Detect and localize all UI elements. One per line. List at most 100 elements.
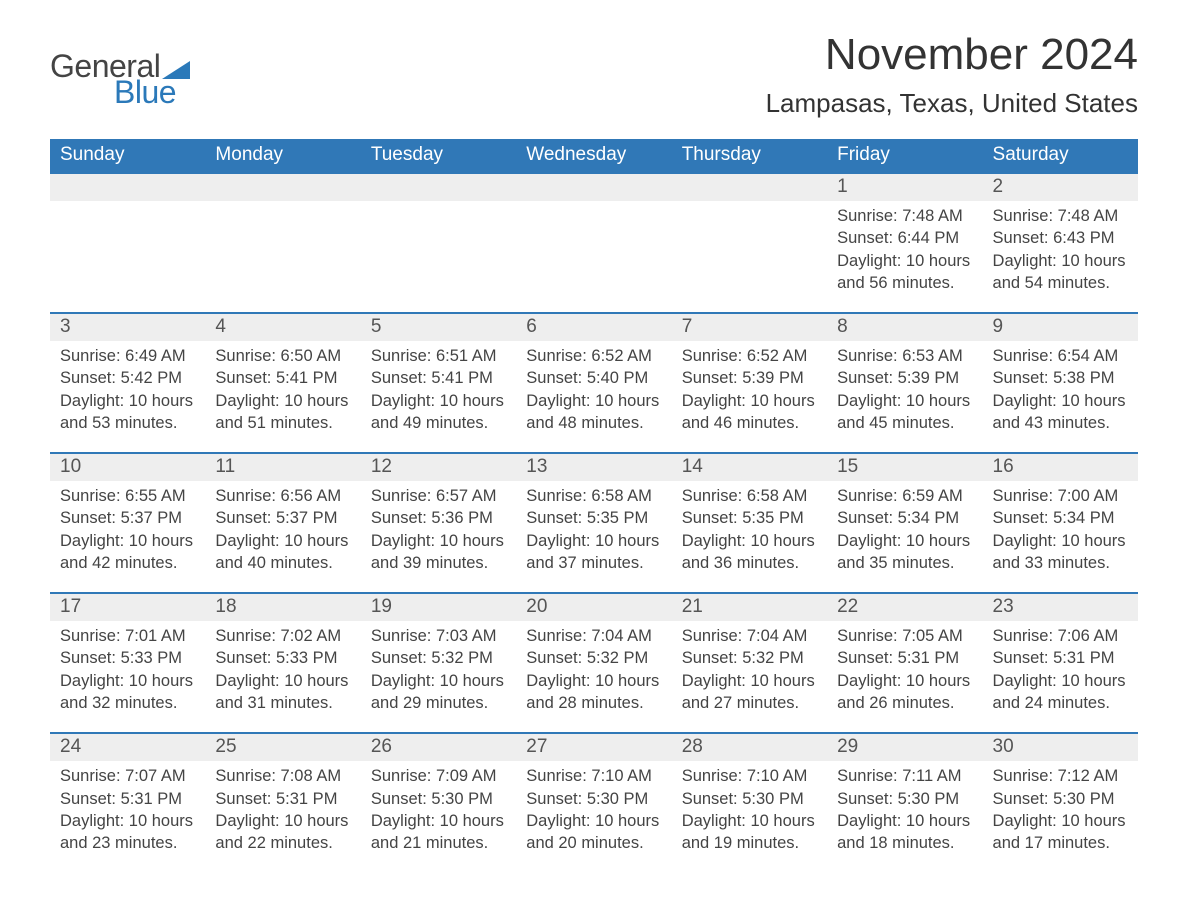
- day-number: 4: [205, 312, 360, 341]
- daylight-line: Daylight: 10 hours and 43 minutes.: [993, 390, 1128, 435]
- daylight-line: Daylight: 10 hours and 49 minutes.: [371, 390, 506, 435]
- sunrise-line: Sunrise: 7:01 AM: [60, 625, 195, 647]
- day-number: 16: [983, 452, 1138, 481]
- sunrise-value: 6:49 AM: [125, 347, 186, 365]
- sunrise-label: Sunrise:: [215, 627, 276, 645]
- calendar-day-cell: 5Sunrise: 6:51 AMSunset: 5:41 PMDaylight…: [361, 312, 516, 452]
- sunset-value: 5:31 PM: [898, 649, 959, 667]
- sunrise-line: Sunrise: 7:03 AM: [371, 625, 506, 647]
- calendar-day-cell: 1Sunrise: 7:48 AMSunset: 6:44 PMDaylight…: [827, 172, 982, 312]
- day-content: Sunrise: 7:48 AMSunset: 6:43 PMDaylight:…: [983, 201, 1138, 294]
- sunset-label: Sunset:: [371, 509, 427, 527]
- sunrise-label: Sunrise:: [993, 487, 1054, 505]
- sunset-value: 5:32 PM: [587, 649, 648, 667]
- sunset-label: Sunset:: [837, 649, 893, 667]
- sunrise-value: 7:10 AM: [591, 767, 652, 785]
- daylight-label: Daylight:: [993, 252, 1057, 270]
- daylight-line: Daylight: 10 hours and 27 minutes.: [682, 670, 817, 715]
- sunset-label: Sunset:: [526, 790, 582, 808]
- sunrise-line: Sunrise: 7:04 AM: [682, 625, 817, 647]
- daylight-line: Daylight: 10 hours and 39 minutes.: [371, 530, 506, 575]
- sunrise-line: Sunrise: 7:06 AM: [993, 625, 1128, 647]
- day-number: 8: [827, 312, 982, 341]
- sunrise-value: 6:52 AM: [591, 347, 652, 365]
- daylight-label: Daylight:: [215, 812, 279, 830]
- day-content: Sunrise: 7:07 AMSunset: 5:31 PMDaylight:…: [50, 761, 205, 854]
- sunset-line: Sunset: 5:39 PM: [682, 367, 817, 389]
- sunrise-label: Sunrise:: [371, 627, 432, 645]
- sunrise-line: Sunrise: 6:59 AM: [837, 485, 972, 507]
- sunset-value: 5:35 PM: [742, 509, 803, 527]
- daylight-label: Daylight:: [371, 532, 435, 550]
- sunrise-line: Sunrise: 6:54 AM: [993, 345, 1128, 367]
- sunset-value: 5:36 PM: [431, 509, 492, 527]
- sunrise-value: 7:09 AM: [436, 767, 497, 785]
- day-number: 25: [205, 732, 360, 761]
- sunset-line: Sunset: 5:32 PM: [526, 647, 661, 669]
- sunrise-value: 7:08 AM: [281, 767, 342, 785]
- day-number: 5: [361, 312, 516, 341]
- day-content: Sunrise: 7:06 AMSunset: 5:31 PMDaylight:…: [983, 621, 1138, 714]
- sunrise-line: Sunrise: 7:48 AM: [837, 205, 972, 227]
- sunset-value: 5:32 PM: [742, 649, 803, 667]
- sunrise-line: Sunrise: 6:56 AM: [215, 485, 350, 507]
- sunset-label: Sunset:: [526, 509, 582, 527]
- day-content: Sunrise: 7:12 AMSunset: 5:30 PMDaylight:…: [983, 761, 1138, 854]
- sunrise-line: Sunrise: 6:53 AM: [837, 345, 972, 367]
- weekday-header: Saturday: [983, 139, 1138, 172]
- sunset-value: 5:33 PM: [276, 649, 337, 667]
- day-content: Sunrise: 7:09 AMSunset: 5:30 PMDaylight:…: [361, 761, 516, 854]
- daylight-line: Daylight: 10 hours and 53 minutes.: [60, 390, 195, 435]
- sunrise-label: Sunrise:: [526, 627, 587, 645]
- sunset-line: Sunset: 5:41 PM: [371, 367, 506, 389]
- sunrise-line: Sunrise: 7:10 AM: [682, 765, 817, 787]
- sunrise-value: 7:06 AM: [1058, 627, 1119, 645]
- sunrise-label: Sunrise:: [60, 347, 121, 365]
- sunset-label: Sunset:: [60, 509, 116, 527]
- day-content: Sunrise: 6:57 AMSunset: 5:36 PMDaylight:…: [361, 481, 516, 574]
- sunrise-line: Sunrise: 7:10 AM: [526, 765, 661, 787]
- sunset-value: 5:41 PM: [431, 369, 492, 387]
- day-number: 6: [516, 312, 671, 341]
- sunset-label: Sunset:: [371, 369, 427, 387]
- sunrise-value: 7:01 AM: [125, 627, 186, 645]
- sunset-label: Sunset:: [682, 649, 738, 667]
- sunrise-line: Sunrise: 7:04 AM: [526, 625, 661, 647]
- daylight-line: Daylight: 10 hours and 37 minutes.: [526, 530, 661, 575]
- sunset-line: Sunset: 5:30 PM: [371, 788, 506, 810]
- sunrise-value: 6:57 AM: [436, 487, 497, 505]
- day-content: Sunrise: 6:55 AMSunset: 5:37 PMDaylight:…: [50, 481, 205, 574]
- daylight-label: Daylight:: [60, 532, 124, 550]
- day-number: 23: [983, 592, 1138, 621]
- sunset-label: Sunset:: [371, 790, 427, 808]
- sunset-line: Sunset: 5:30 PM: [837, 788, 972, 810]
- daylight-line: Daylight: 10 hours and 33 minutes.: [993, 530, 1128, 575]
- daylight-line: Daylight: 10 hours and 51 minutes.: [215, 390, 350, 435]
- sunrise-line: Sunrise: 6:58 AM: [526, 485, 661, 507]
- sunset-line: Sunset: 5:36 PM: [371, 507, 506, 529]
- day-content: Sunrise: 7:02 AMSunset: 5:33 PMDaylight:…: [205, 621, 360, 714]
- sunrise-label: Sunrise:: [682, 347, 743, 365]
- day-number: 19: [361, 592, 516, 621]
- sunset-label: Sunset:: [837, 229, 893, 247]
- sunrise-label: Sunrise:: [993, 627, 1054, 645]
- sunset-value: 5:37 PM: [276, 509, 337, 527]
- sunset-line: Sunset: 5:33 PM: [60, 647, 195, 669]
- daylight-label: Daylight:: [60, 392, 124, 410]
- daylight-line: Daylight: 10 hours and 23 minutes.: [60, 810, 195, 855]
- sunrise-value: 7:03 AM: [436, 627, 497, 645]
- sunrise-line: Sunrise: 6:58 AM: [682, 485, 817, 507]
- day-number: 30: [983, 732, 1138, 761]
- daylight-label: Daylight:: [837, 672, 901, 690]
- daylight-line: Daylight: 10 hours and 28 minutes.: [526, 670, 661, 715]
- day-content: Sunrise: 7:08 AMSunset: 5:31 PMDaylight:…: [205, 761, 360, 854]
- sunset-value: 5:33 PM: [121, 649, 182, 667]
- sunrise-label: Sunrise:: [215, 347, 276, 365]
- daylight-line: Daylight: 10 hours and 40 minutes.: [215, 530, 350, 575]
- sunset-line: Sunset: 5:42 PM: [60, 367, 195, 389]
- sunset-line: Sunset: 5:30 PM: [993, 788, 1128, 810]
- daylight-line: Daylight: 10 hours and 22 minutes.: [215, 810, 350, 855]
- daylight-label: Daylight:: [60, 812, 124, 830]
- sunrise-line: Sunrise: 6:49 AM: [60, 345, 195, 367]
- sunset-value: 5:34 PM: [1053, 509, 1114, 527]
